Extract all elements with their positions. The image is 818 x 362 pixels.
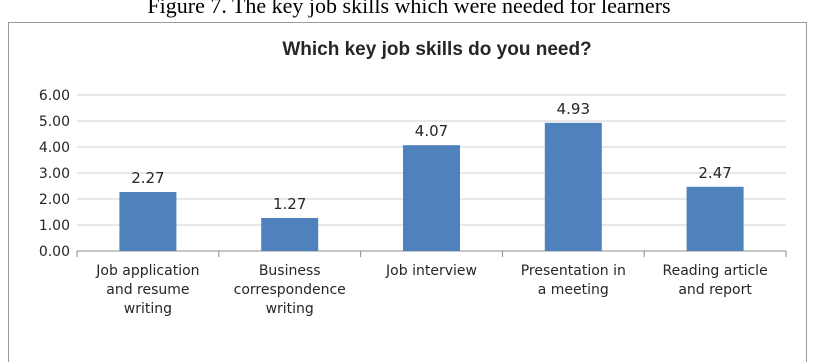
bar — [119, 191, 177, 251]
y-tick-label: 5.00 — [39, 114, 70, 130]
y-axis-ticks: 0.00 1.00 2.00 3.00 4.00 5.00 6.00 — [39, 88, 70, 260]
y-tick-label: 1.00 — [39, 218, 70, 234]
data-label: 4.93 — [557, 100, 590, 118]
category-label: Business correspondence writing — [234, 263, 346, 317]
chart-bars — [119, 122, 744, 251]
data-labels: 2.27 1.27 4.07 4.93 2.47 — [131, 100, 732, 213]
category-labels: Job application and resume writing Business… — [95, 263, 767, 317]
y-tick-label: 0.00 — [39, 244, 70, 260]
category-label: Job application and resume writing — [95, 263, 199, 317]
chart-frame — [8, 22, 807, 362]
bar — [544, 122, 602, 251]
figure-caption: Figure 7. The key job skills which were … — [147, 0, 671, 18]
category-label: Reading article and report — [662, 263, 767, 298]
category-label: Job interview — [385, 263, 477, 279]
bar — [261, 217, 319, 251]
bar-chart: Which key job skills do you need? 0.00 1.… — [39, 39, 787, 317]
bar — [686, 186, 744, 251]
category-label: Presentation in a meeting — [521, 263, 626, 298]
data-label: 1.27 — [273, 195, 306, 213]
data-label: 2.47 — [698, 164, 731, 182]
y-tick-label: 6.00 — [39, 88, 70, 104]
data-label: 2.27 — [131, 169, 164, 187]
y-tick-label: 4.00 — [39, 140, 70, 156]
bar — [403, 145, 460, 251]
y-tick-label: 3.00 — [39, 166, 70, 182]
chart-title: Which key job skills do you need? — [282, 39, 591, 60]
data-label: 4.07 — [415, 122, 448, 140]
y-tick-label: 2.00 — [39, 192, 70, 208]
